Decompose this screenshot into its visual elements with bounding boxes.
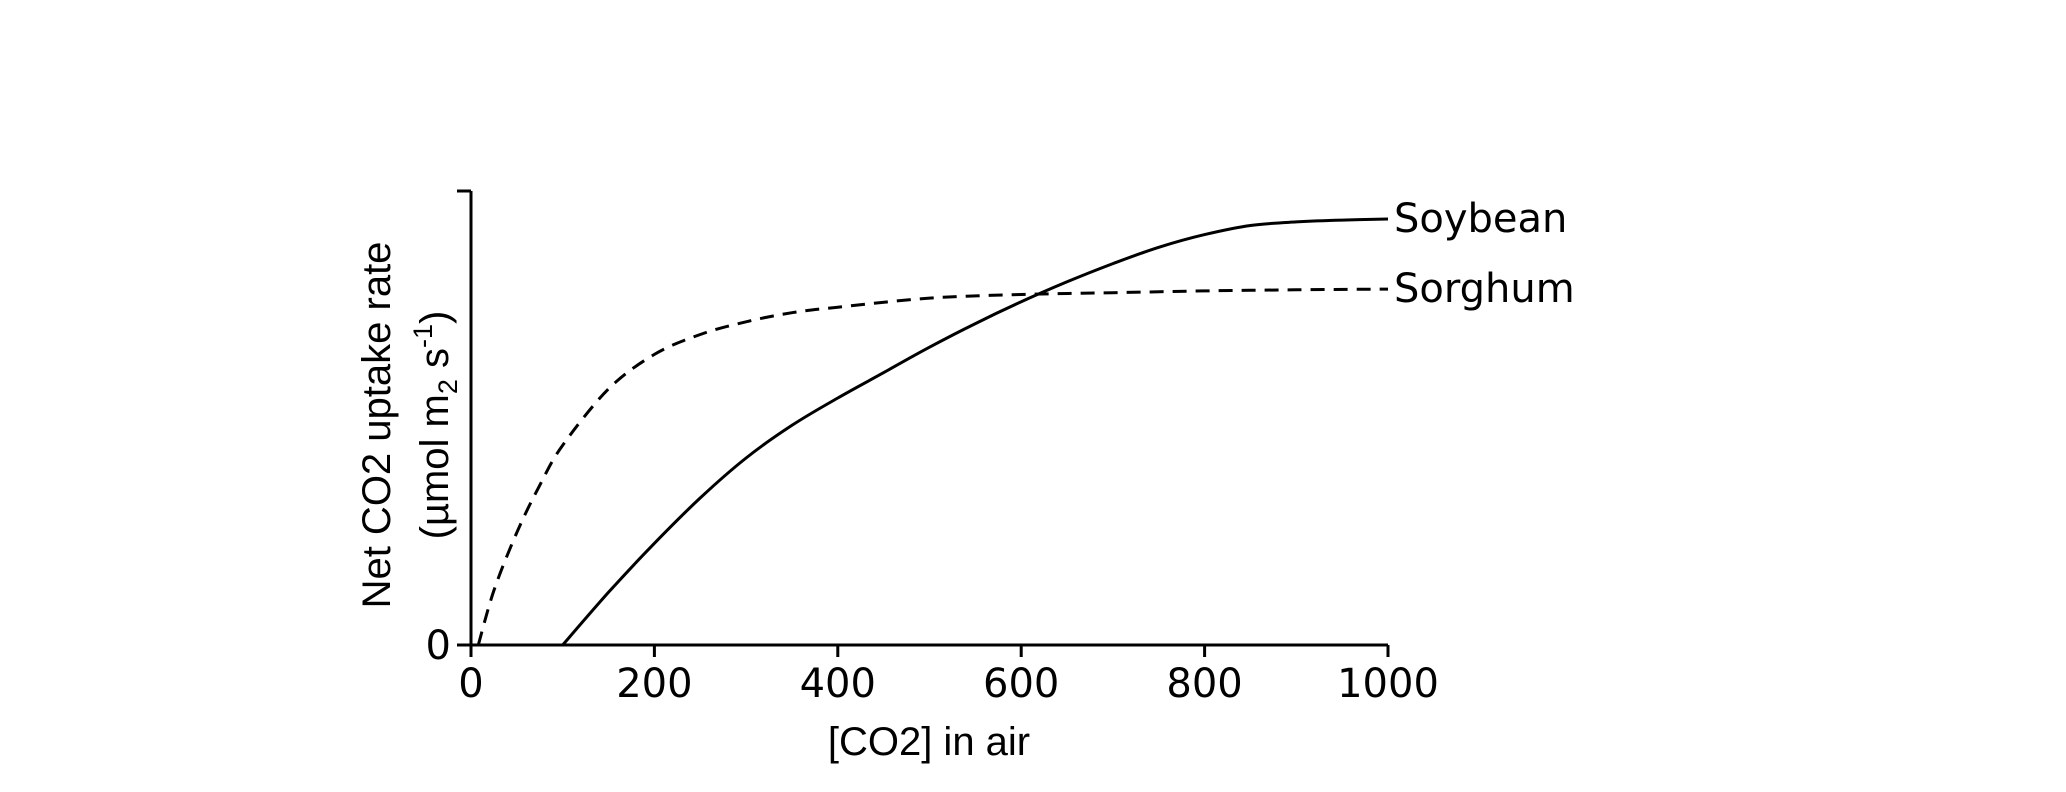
series-label-sorghum: Sorghum (1394, 266, 1575, 312)
y-unit-suffix: ) (413, 311, 457, 324)
series-group: Soybean Sorghum (476, 196, 1575, 646)
x-tick-label: 400 (800, 661, 876, 707)
y-ticks: 0 (426, 623, 471, 669)
y-tick-label: 0 (426, 623, 451, 669)
y-unit-superscript: -1 (408, 324, 438, 348)
x-tick-label: 0 (458, 661, 483, 707)
y-unit-mid: s (413, 348, 457, 379)
x-tick-label: 600 (983, 661, 1059, 707)
series-line-sorghum (476, 287, 1389, 646)
y-axis-title-units: (µmol m2 s-1) (408, 311, 463, 540)
y-axis-title: Net CO2 uptake rate (355, 242, 399, 609)
y-unit-subscript: 2 (433, 379, 463, 394)
x-ticks: 0 200 400 600 800 1000 (458, 645, 1439, 707)
x-axis-title: [CO2] in air (828, 720, 1030, 764)
x-tick-label: 800 (1166, 661, 1242, 707)
y-unit-prefix: (µmol m (413, 394, 457, 539)
series-label-soybean: Soybean (1394, 196, 1567, 242)
x-tick-label: 200 (616, 661, 692, 707)
svg-text:(µmol m2 s-1): (µmol m2 s-1) (408, 311, 463, 540)
y-axis-title-line1: Net CO2 uptake rate (355, 242, 399, 609)
series-line-soybean (561, 217, 1389, 646)
x-tick-label: 1000 (1337, 661, 1439, 707)
